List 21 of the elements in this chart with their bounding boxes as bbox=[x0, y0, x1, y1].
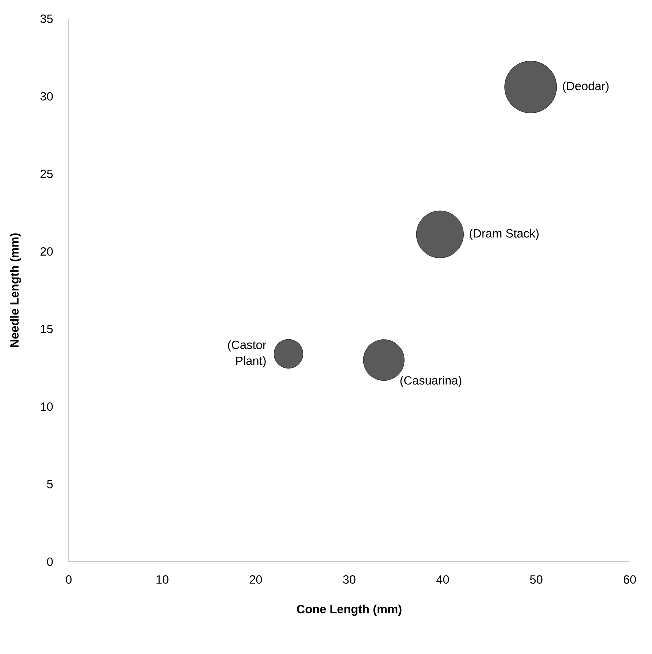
y-tick-label: 25 bbox=[40, 170, 53, 178]
x-axis-title: Cone Length (mm) bbox=[297, 604, 402, 616]
y-tick-label: 30 bbox=[40, 92, 54, 101]
x-tick-label: 60 bbox=[624, 576, 636, 584]
x-tick-label: 50 bbox=[530, 576, 543, 584]
y-tick-label: 20 bbox=[40, 247, 54, 256]
annotation: (Castor Plant) bbox=[228, 340, 266, 368]
x-tick-label: 0 bbox=[66, 576, 72, 584]
x-tick-label: 20 bbox=[250, 576, 262, 584]
y-tick-label: 5 bbox=[47, 480, 53, 489]
annotation: (Dram Stack) bbox=[470, 229, 539, 240]
y-axis-title: Needle Length (mm) bbox=[10, 234, 22, 348]
y-tick-label: 15 bbox=[41, 325, 53, 334]
x-tick-label: 10 bbox=[156, 576, 169, 584]
x-tick-label: 30 bbox=[343, 576, 356, 584]
y-tick-label: 10 bbox=[41, 402, 54, 412]
annotation: (Casuarina) bbox=[400, 376, 462, 388]
y-tick-label: 0 bbox=[47, 558, 54, 566]
y-tick-label: 35 bbox=[40, 14, 53, 24]
x-tick-label: 40 bbox=[436, 576, 450, 584]
annotation: (Deodar) bbox=[563, 82, 609, 93]
